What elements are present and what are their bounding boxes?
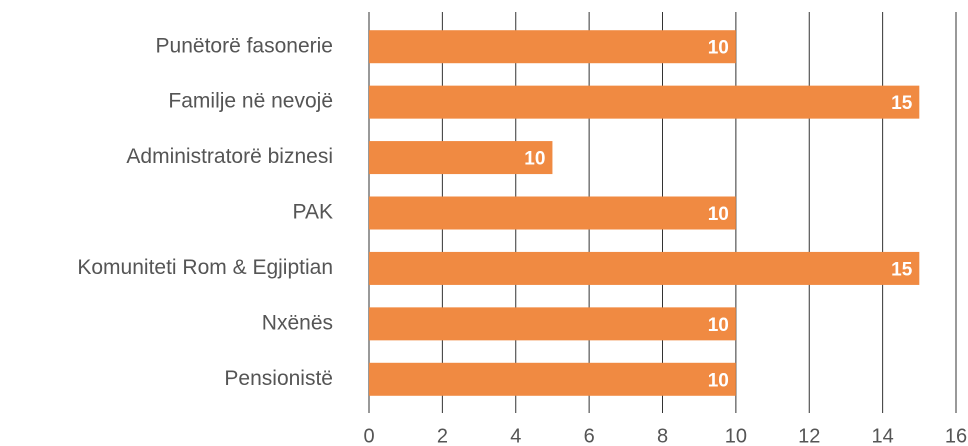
bar (369, 196, 736, 230)
y-tick-label: Nxënës (262, 311, 333, 334)
y-tick-label: PAK (293, 201, 333, 224)
bar (369, 141, 553, 175)
bar-label: 10 (708, 204, 729, 225)
bar-label: 10 (708, 38, 729, 59)
x-tick-label: 6 (584, 425, 595, 446)
bar-label: 15 (891, 93, 913, 114)
x-tick-label: 0 (363, 425, 374, 446)
bar-label: 10 (524, 149, 545, 170)
y-tick-label: Komuniteti Rom & Egjiptian (77, 256, 333, 279)
bar (369, 251, 920, 285)
y-tick-label: Punëtorë fasonerie (156, 34, 333, 57)
y-tick-label: Pensionistë (224, 367, 333, 390)
bar-label: 10 (708, 315, 729, 336)
bar (369, 30, 736, 64)
bar (369, 307, 736, 341)
bar (369, 85, 920, 119)
bar-label: 15 (891, 259, 913, 280)
bar (369, 362, 736, 396)
bar-label: 10 (708, 370, 729, 391)
y-tick-label: Administratorë biznesi (126, 145, 333, 168)
x-tick-label: 12 (798, 425, 820, 446)
x-tick-label: 4 (510, 425, 521, 446)
x-tick-label: 8 (657, 425, 668, 446)
x-tick-label: 14 (872, 425, 894, 446)
x-tick-label: 10 (725, 425, 747, 446)
x-tick-label: 2 (437, 425, 448, 446)
x-tick-label: 16 (945, 425, 967, 446)
y-tick-label: Familje në nevojë (168, 90, 333, 113)
